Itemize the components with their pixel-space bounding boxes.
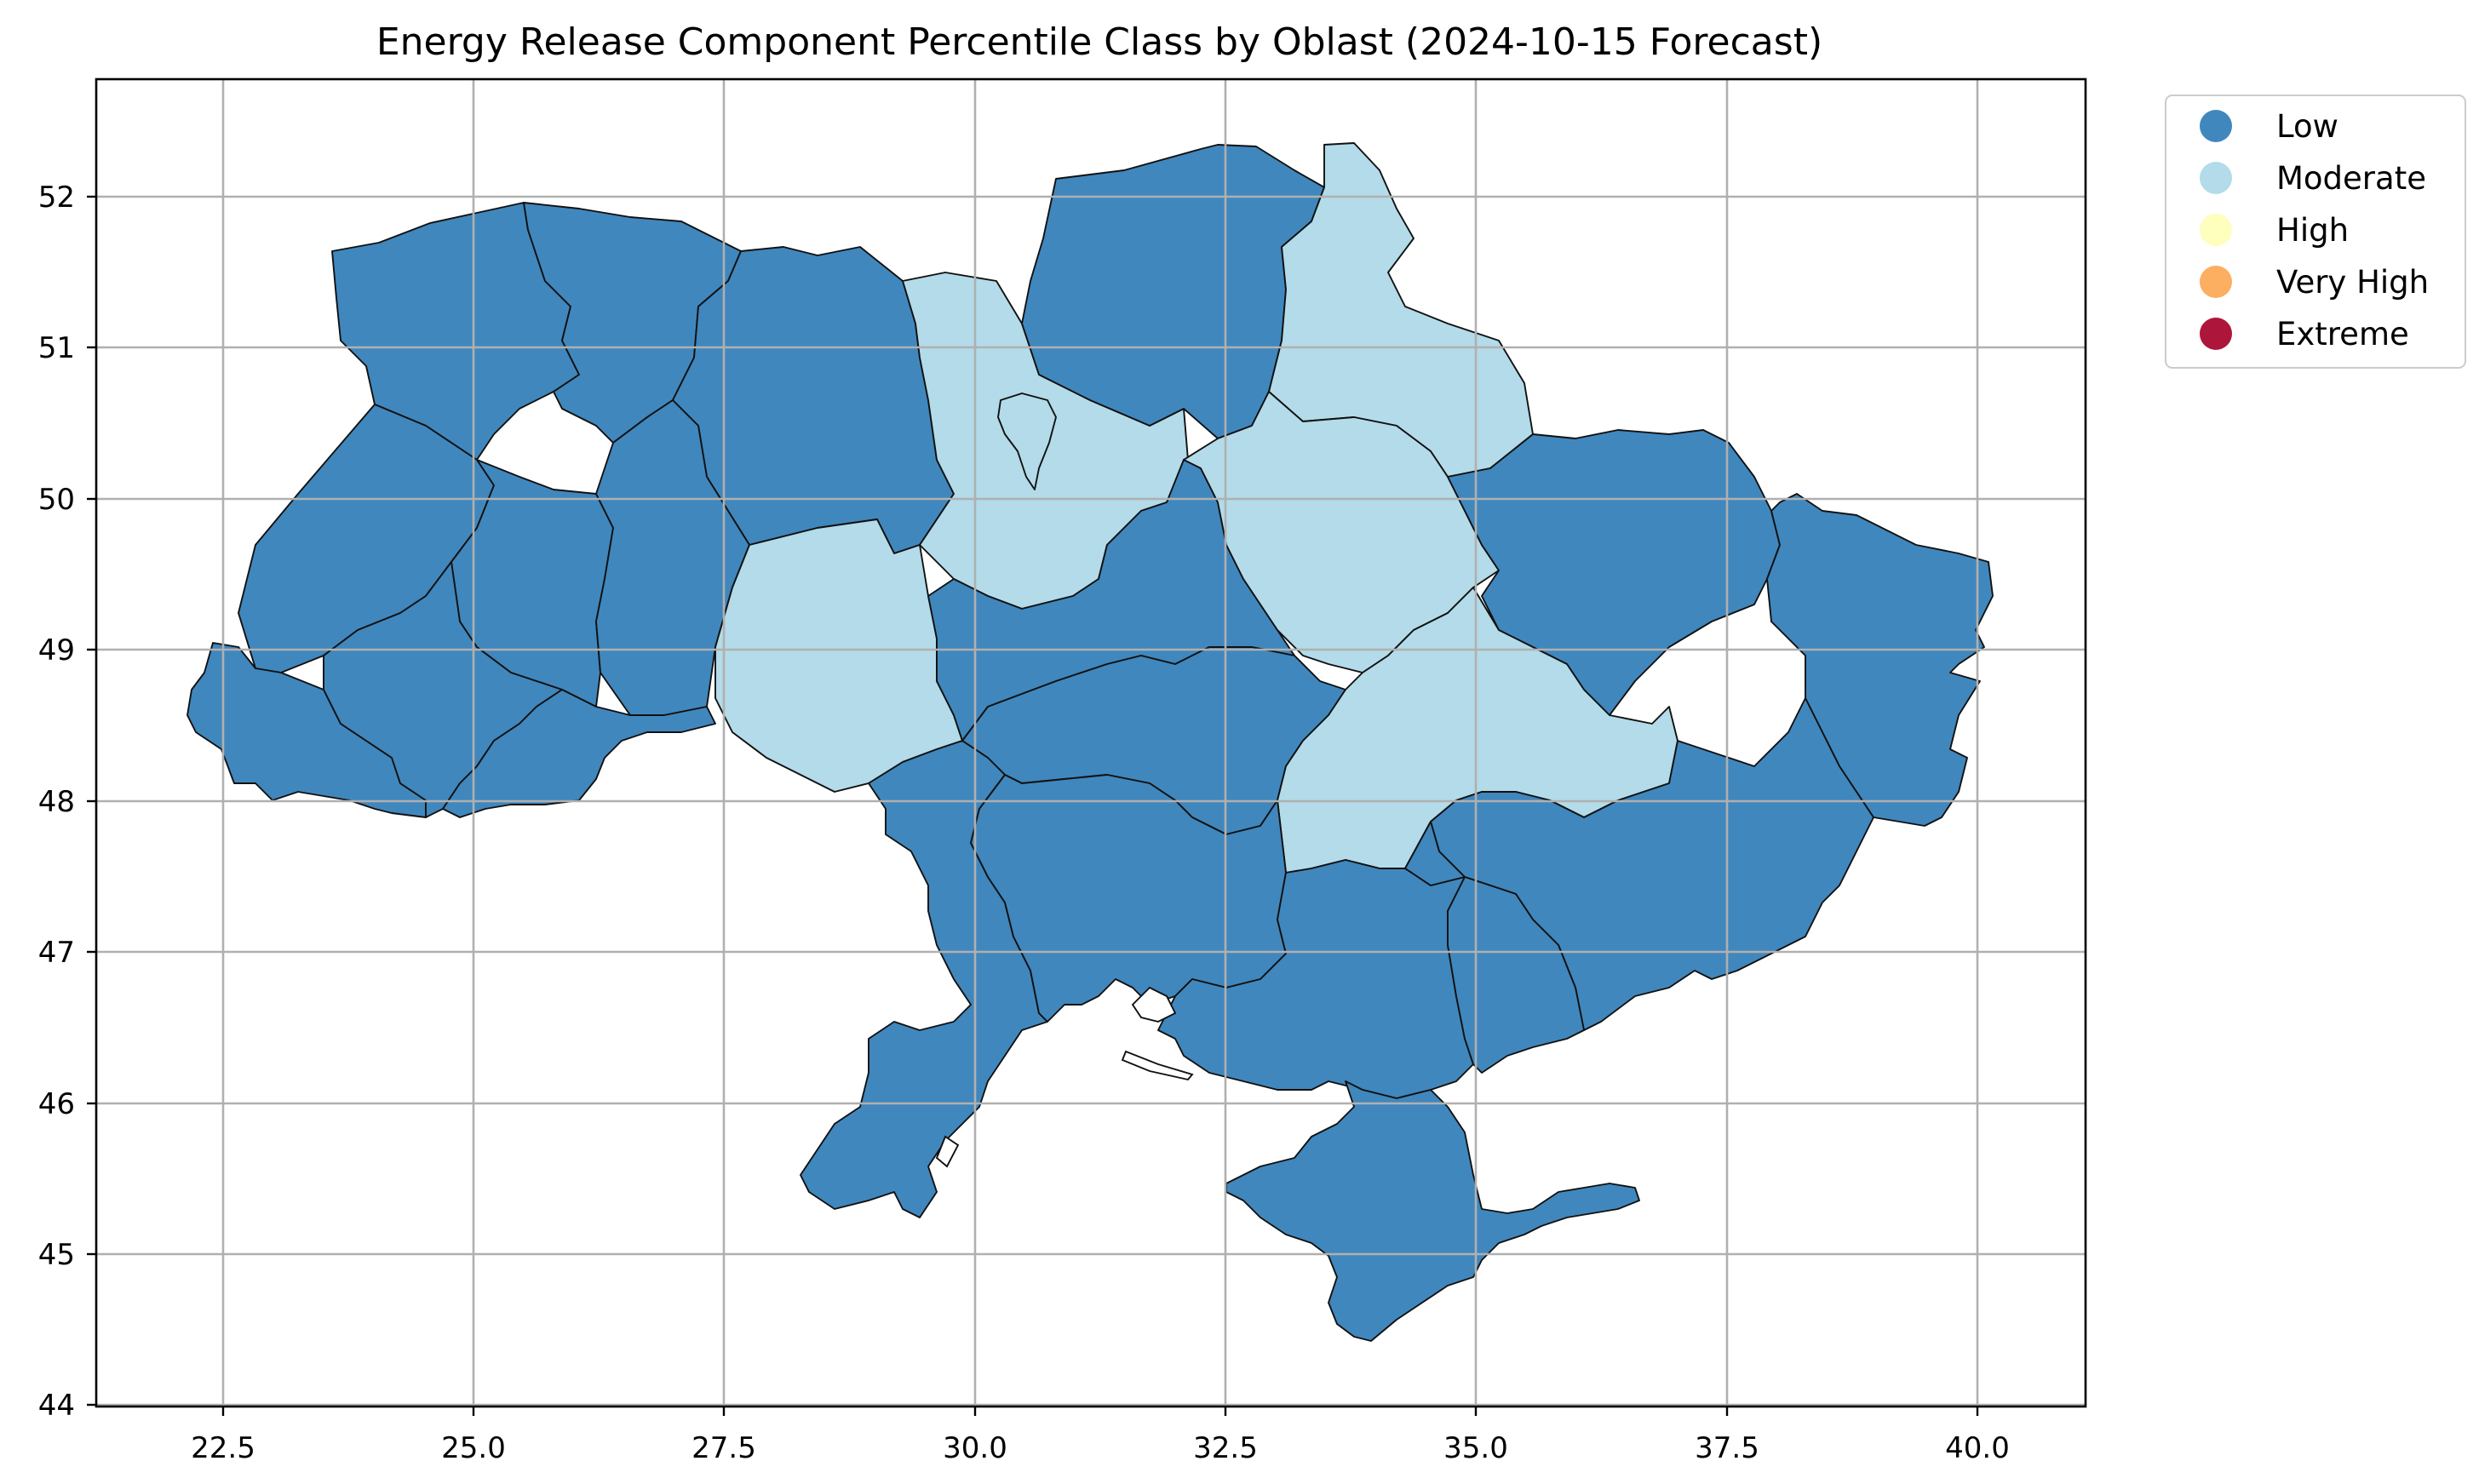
y-tick-label: 51	[38, 331, 75, 365]
y-tick-label: 44	[38, 1389, 75, 1423]
x-tick-label: 25.0	[441, 1431, 506, 1465]
dnipro-estuary	[1131, 986, 1177, 1023]
oblast-kyiv-city	[997, 392, 1057, 490]
oblast-zaporizhzhia	[1404, 821, 1585, 1074]
x-tick-label: 37.5	[1695, 1431, 1759, 1465]
legend-label: Moderate	[2276, 160, 2426, 197]
legend-marker-icon	[2200, 214, 2232, 246]
legend: Low Moderate High Very High Extreme	[2165, 95, 2466, 369]
oblast-layer	[186, 142, 1994, 1342]
legend-marker-icon	[2200, 162, 2232, 194]
legend-item: Low	[2200, 108, 2338, 145]
y-tick-label: 52	[38, 180, 75, 215]
x-tick-label: 35.0	[1443, 1431, 1508, 1465]
legend-marker-icon	[2200, 318, 2232, 350]
x-tick-label: 27.5	[691, 1431, 756, 1465]
y-tick-label: 46	[38, 1087, 75, 1121]
legend-item: Very High	[2200, 264, 2429, 301]
x-tick-label: 30.0	[943, 1431, 1007, 1465]
legend-label: Extreme	[2276, 316, 2409, 352]
legend-marker-icon	[2200, 110, 2232, 142]
y-tick-label: 50	[38, 483, 75, 517]
sivash-lagoon	[1121, 1050, 1194, 1081]
legend-label: High	[2276, 212, 2349, 249]
legend-label: Very High	[2276, 264, 2429, 301]
dniester-estuary	[935, 1135, 960, 1168]
legend-label: Low	[2276, 108, 2338, 145]
plot-area: 22.5 25.0 27.5 30.0 32.5 35.0 37.5 40.0 …	[38, 77, 2087, 1465]
oblast-kharkiv	[1447, 429, 1781, 716]
oblast-khmelnytskyi	[595, 399, 750, 716]
y-tick-label: 47	[38, 936, 75, 970]
x-tick-label: 32.5	[1193, 1431, 1258, 1465]
legend-item: Moderate	[2200, 160, 2426, 197]
oblast-vinnytsia	[714, 519, 963, 793]
axes-frame	[95, 77, 2087, 1408]
grid-lines	[96, 79, 2086, 1407]
legend-marker-icon	[2200, 266, 2232, 298]
legend-item: Extreme	[2200, 316, 2409, 352]
oblast-crimea	[1225, 1080, 1640, 1342]
map-title: Energy Release Component Percentile Clas…	[376, 20, 1822, 64]
legend-box	[2165, 95, 2466, 369]
y-tick-label: 48	[38, 785, 75, 819]
x-tick-label: 22.5	[191, 1431, 255, 1465]
oblast-zakarpattia	[186, 642, 427, 818]
oblast-luhansk	[1766, 493, 1994, 827]
x-axis: 22.5 25.0 27.5 30.0 32.5 35.0 37.5 40.0	[191, 1407, 2010, 1465]
legend-item: High	[2200, 212, 2349, 249]
y-tick-label: 45	[38, 1238, 75, 1272]
x-tick-label: 40.0	[1945, 1431, 2010, 1465]
y-axis: 44 45 46 47 48 49 50 51 52	[38, 180, 96, 1423]
y-tick-label: 49	[38, 633, 75, 668]
